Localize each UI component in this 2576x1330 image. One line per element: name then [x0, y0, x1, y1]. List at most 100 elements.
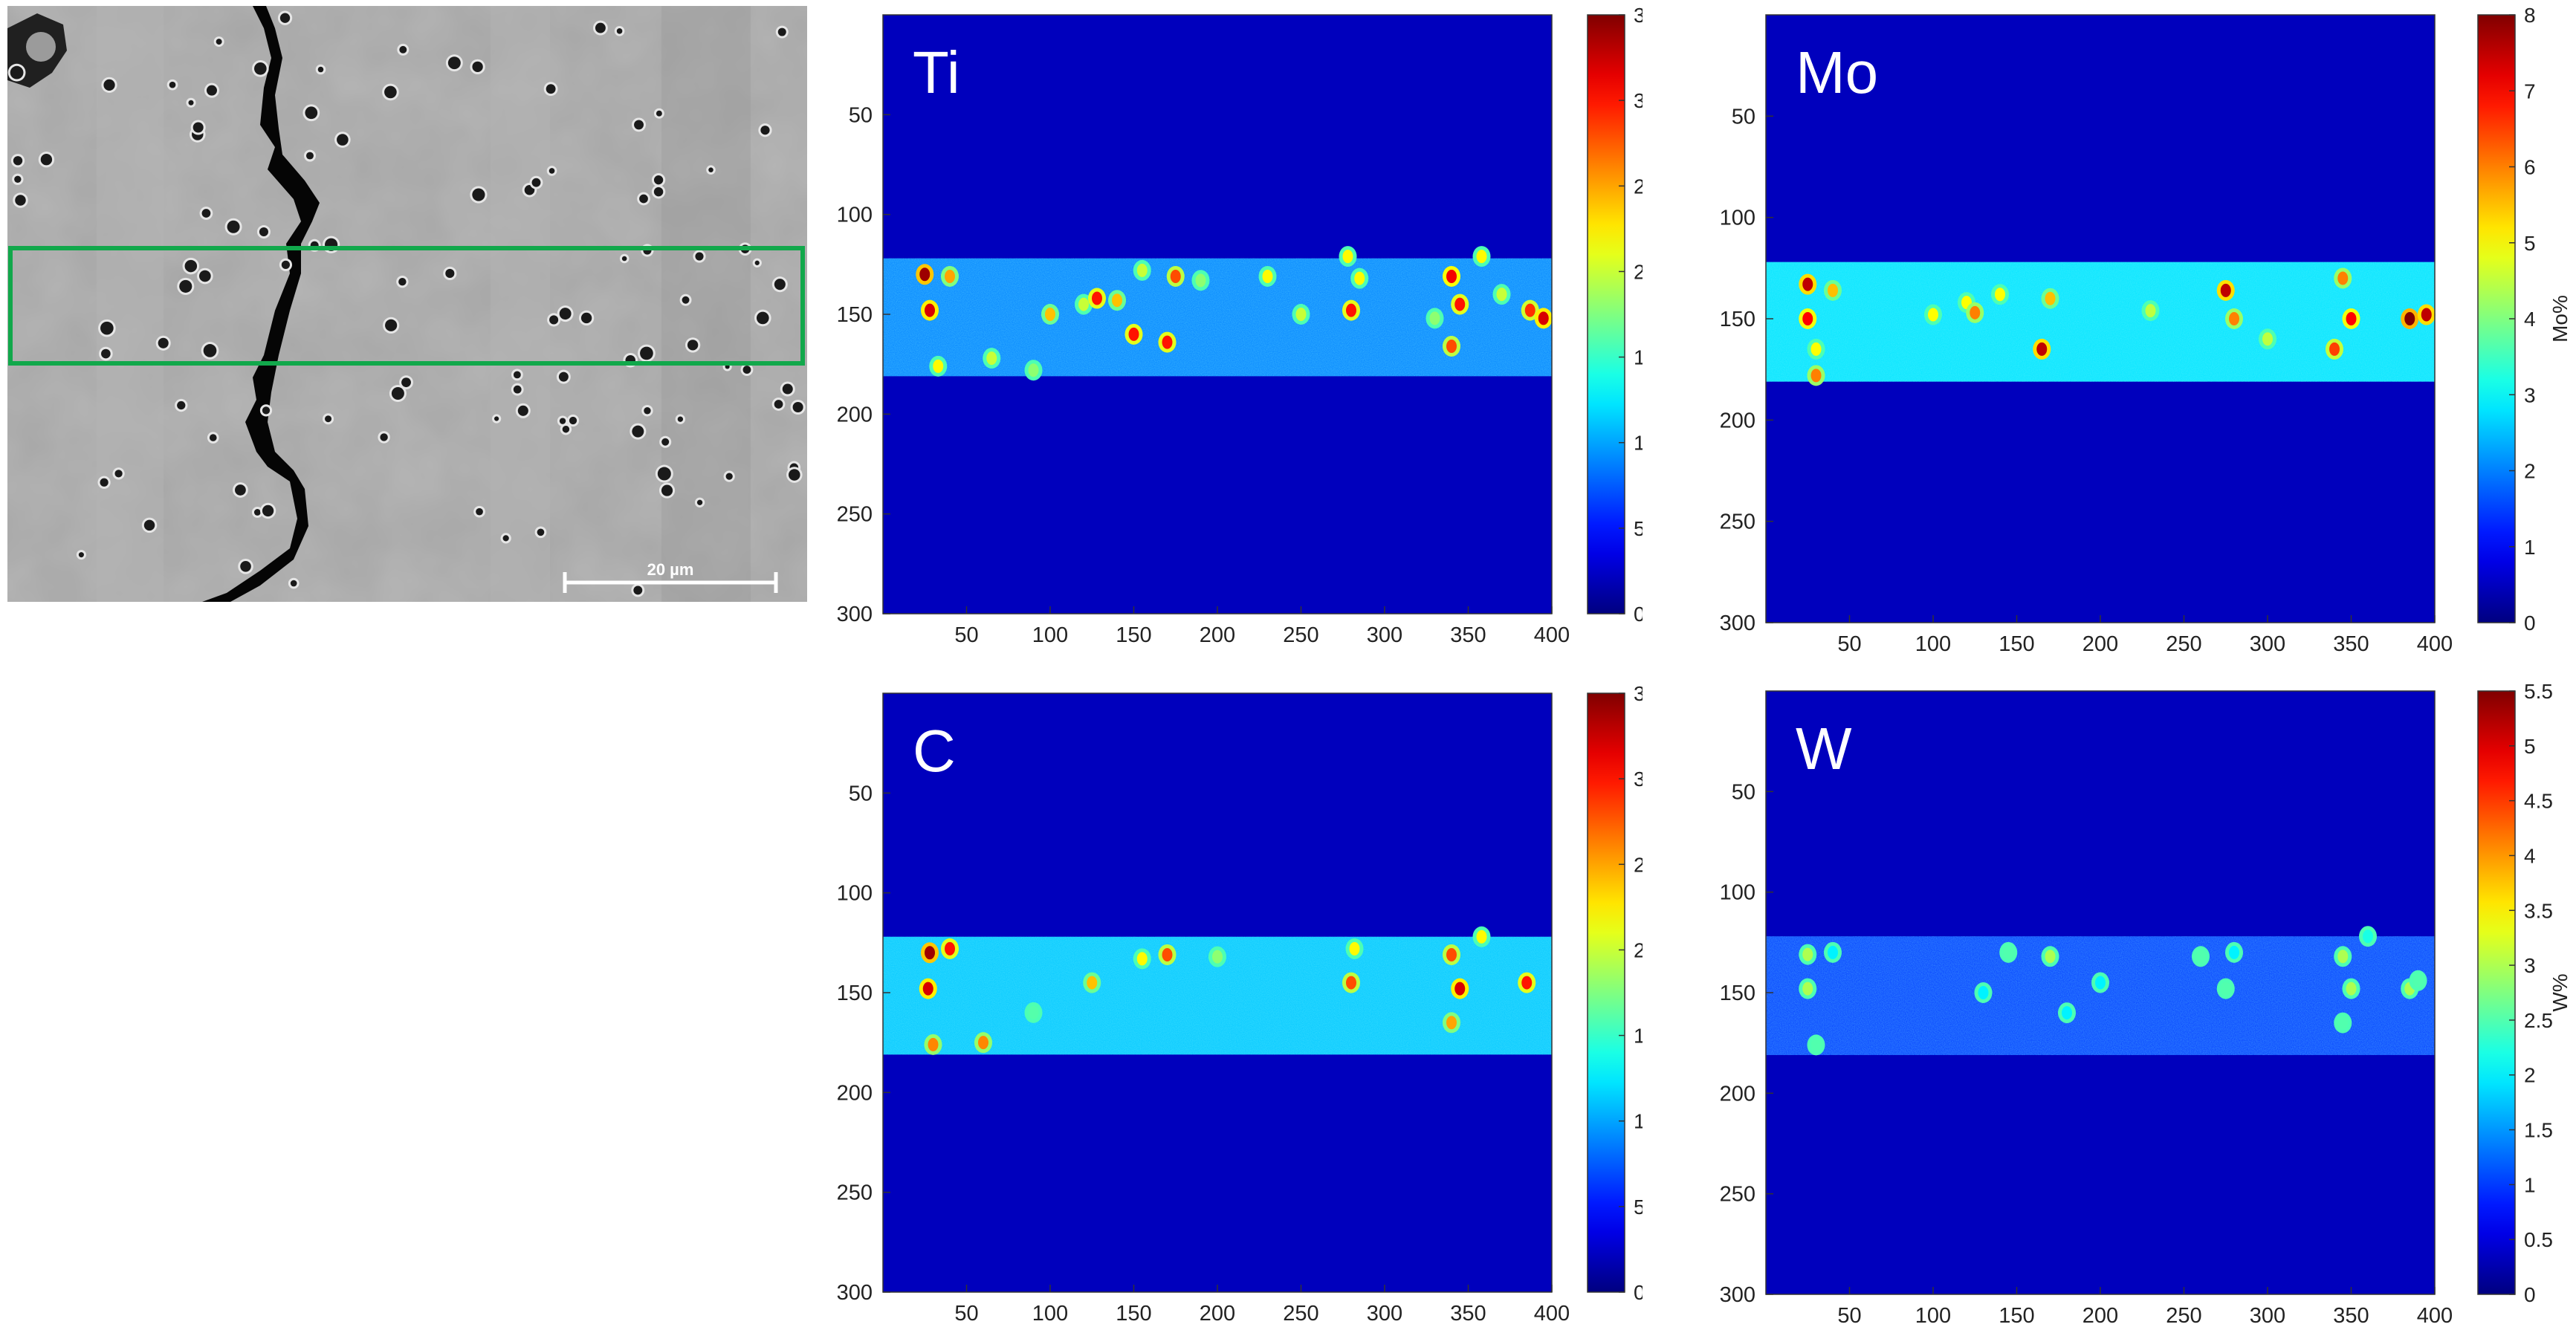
c-hotspot — [1028, 1005, 1039, 1019]
sem-particle — [158, 337, 169, 348]
ti-hotspot — [1446, 269, 1457, 283]
sem-particle — [384, 85, 397, 99]
ti-y-tick-label: 50 — [849, 103, 873, 127]
sem-particle — [695, 252, 704, 261]
sem-particle — [644, 407, 651, 415]
sem-particle — [657, 467, 671, 481]
c-x-tick-label: 400 — [1534, 1302, 1570, 1326]
w-colorbar-tick-label: 0 — [2524, 1283, 2536, 1306]
sem-particle — [789, 469, 800, 481]
ti-x-tick-label: 100 — [1032, 623, 1068, 647]
c-hotspot — [1476, 930, 1487, 944]
w-hotspot — [2045, 950, 2056, 964]
sem-particle — [101, 348, 111, 359]
sem-particle — [754, 260, 760, 265]
sem-particle — [653, 175, 664, 185]
w-colorbar-label: W% — [2549, 973, 2572, 1011]
ti-hotspot — [1162, 335, 1173, 349]
ti-colorbar-tick-label: 10 — [1634, 432, 1643, 455]
ti-x-tick-label: 200 — [1200, 623, 1235, 647]
sem-particle — [199, 270, 211, 282]
sem-particle — [391, 386, 404, 400]
mo-y-tick-label: 200 — [1720, 409, 1755, 432]
sem-particle — [632, 425, 644, 438]
mo-x-tick-label: 50 — [1837, 632, 1861, 656]
sem-band — [491, 6, 550, 602]
mo-y-tick-label: 250 — [1720, 510, 1755, 534]
w-hotspots — [1799, 926, 2427, 1056]
sem-particle — [380, 433, 388, 441]
w-y-tick-label: 100 — [1720, 881, 1755, 905]
c-hotspot — [928, 1037, 939, 1051]
ti-hotspot — [1136, 263, 1148, 277]
sem-particle — [209, 434, 217, 441]
sem-particle — [253, 509, 261, 516]
mo-hotspot — [2337, 271, 2349, 285]
w-y-tick-label: 50 — [1732, 780, 1755, 804]
sem-particle — [476, 507, 483, 516]
mo-x-tick-label: 400 — [2417, 632, 2453, 656]
mo-hotspot — [1828, 283, 1838, 297]
mo-colorbar-tick-label: 8 — [2524, 4, 2536, 27]
ti-hotspot — [1078, 297, 1089, 311]
ti-hotspot — [933, 359, 944, 373]
ti-x-tick-label: 350 — [1450, 623, 1486, 647]
sem-particle — [661, 484, 673, 496]
sem-particle — [103, 79, 115, 91]
sem-particles — [7, 10, 806, 597]
sem-particle — [445, 268, 455, 279]
sem-particle — [640, 346, 653, 360]
sem-particle — [777, 27, 786, 36]
mo-hotspot — [2229, 312, 2239, 325]
w-hotspot — [1828, 945, 1838, 959]
mo-hotspot — [1995, 288, 2005, 302]
sem-particle — [513, 371, 521, 379]
w-colorbar — [2477, 690, 2516, 1295]
ti-hotspot — [1354, 271, 1365, 285]
w-hotspot — [1978, 986, 1989, 999]
sem-particle — [634, 120, 644, 130]
mo-y-tick-label: 50 — [1732, 105, 1755, 129]
sem-particle — [305, 152, 314, 160]
w-x-tick-label: 250 — [2166, 1304, 2201, 1328]
ti-hotspot — [1045, 308, 1055, 321]
w-hotspot — [1810, 1038, 1822, 1052]
sem-particle — [742, 366, 751, 374]
sem-particle — [188, 100, 194, 106]
w-scan-strip-noise — [1766, 936, 2435, 1055]
sem-particle — [399, 45, 407, 53]
sem-particle — [10, 65, 24, 80]
ti-hotspot — [1128, 327, 1139, 341]
mo-x-tick-label: 150 — [1999, 632, 2034, 656]
ti-colorbar-tick-label: 35 — [1634, 4, 1643, 27]
mo-colorbar-label: Mo% — [2549, 295, 2572, 343]
mo-hotspot — [2036, 342, 2048, 356]
c-colorbar-tick-label: 35 — [1634, 682, 1643, 705]
sem-particle — [517, 405, 528, 416]
mo-colorbar-tick-label: 2 — [2524, 460, 2536, 483]
ti-hotspot — [1429, 311, 1440, 325]
w-colorbar-tick-label: 5.5 — [2524, 680, 2553, 703]
mo-map-title: Mo — [1796, 39, 1878, 106]
sem-particle — [179, 279, 192, 293]
c-x-tick-label: 100 — [1032, 1302, 1068, 1326]
sem-particle — [756, 311, 769, 325]
sem-particle — [240, 561, 251, 572]
c-colorbar-tick-label: 20 — [1634, 938, 1643, 961]
sem-particle — [325, 415, 332, 423]
sem-particle — [192, 122, 204, 133]
sem-particle — [447, 56, 461, 70]
ti-hotspot — [1195, 273, 1206, 288]
ti-hotspot — [986, 351, 997, 366]
sem-particle — [774, 279, 786, 291]
mo-hotspot — [2404, 312, 2415, 325]
mo-hotspot — [1802, 277, 1813, 291]
ti-map-title: Ti — [913, 39, 960, 106]
c-y-tick-label: 100 — [837, 882, 873, 906]
w-hotspot — [2337, 1016, 2349, 1030]
c-hotspot — [1162, 947, 1173, 961]
sem-particle — [472, 188, 485, 201]
selection-box[interactable] — [8, 246, 805, 366]
c-y-tick-label: 250 — [837, 1181, 873, 1205]
